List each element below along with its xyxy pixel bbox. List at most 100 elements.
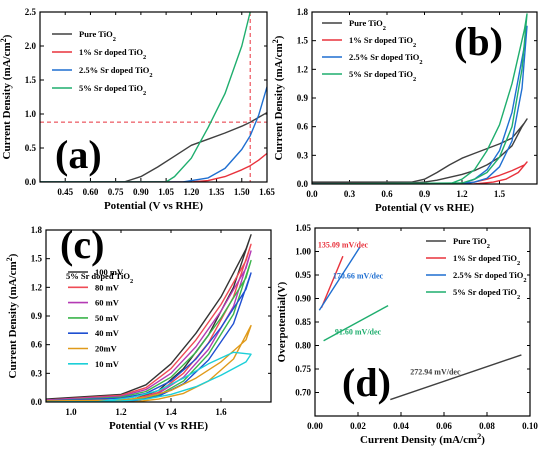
legend-label: 2.5% Sr doped TiO2 — [349, 52, 423, 66]
y-tick-label: 2.0 — [25, 41, 37, 51]
x-tick-label: 1.20 — [183, 187, 199, 197]
x-tick-label: 0.06 — [436, 421, 452, 431]
series-line-7 — [46, 351, 252, 402]
y-tick-label: 0.5 — [25, 143, 37, 153]
y-tick-label: 0.90 — [295, 294, 311, 304]
panel-letter: (d) — [342, 360, 391, 405]
y-tick-label: 1.2 — [297, 64, 309, 74]
y-tick-label: 0.3 — [31, 368, 43, 378]
plot-frame — [45, 229, 272, 403]
slope-annotation: 135.09 mV/dec — [318, 241, 369, 250]
x-axis-label: Potential (V vs RHE) — [109, 420, 208, 432]
y-axis-label: Current Density (mA/cm2) — [5, 253, 20, 378]
y-tick-label: 1.0 — [25, 109, 37, 119]
legend-label: 5% Sr doped TiO2 — [79, 83, 146, 97]
panel-letter: (b) — [454, 19, 503, 64]
x-tick-label: 0.0 — [306, 189, 318, 199]
series-line-4 — [312, 13, 528, 184]
y-tick-label: 0.0 — [31, 397, 43, 407]
series-line-1 — [390, 354, 522, 401]
legend-label: 50 mV — [95, 313, 120, 323]
x-tick-label: 0.00 — [307, 421, 323, 431]
y-tick-label: 1.00 — [295, 247, 311, 257]
legend-label: 1% Sr doped TiO2 — [349, 35, 416, 49]
legend-label: 5% Sr doped TiO2 — [453, 287, 520, 301]
x-tick-label: 1.6 — [215, 407, 227, 417]
x-tick-label: 1.50 — [234, 187, 250, 197]
y-tick-label: 1.5 — [297, 36, 309, 46]
series-line-6 — [46, 324, 252, 402]
y-tick-label: 0.70 — [295, 388, 311, 398]
chart-panel-1: 0.45 0.60 0.75 0.90 1.05 1.20 1.35 1.50 1.65 0.0 0… — [0, 7, 275, 212]
legend-label: 100 mV — [95, 267, 124, 277]
x-tick-label: 0.10 — [522, 421, 538, 431]
x-tick-label: 1.4 — [165, 407, 177, 417]
legend-label: 20mV — [95, 344, 118, 354]
legend-label: Pure TiO2 — [349, 18, 386, 32]
y-tick-label: 1.5 — [25, 75, 37, 85]
x-tick-label: 0.9 — [419, 189, 431, 199]
y-axis-label: Current Density (mA/cm2) — [0, 34, 13, 159]
y-tick-label: 2.5 — [25, 7, 37, 17]
series-line-3 — [40, 86, 267, 182]
x-tick-label: 0.45 — [57, 187, 73, 197]
series-line-4 — [323, 304, 389, 342]
y-axis-label: Overpotential(V) — [276, 281, 288, 362]
plot-frame — [314, 227, 531, 417]
y-tick-label: 0.6 — [31, 340, 43, 350]
x-tick-label: 0.90 — [133, 187, 149, 197]
x-tick-label: 1.2 — [456, 189, 468, 199]
legend-label: 5% Sr doped TiO2 — [349, 69, 416, 83]
legend-label: 2.5% Sr doped TiO2 — [79, 65, 153, 79]
y-tick-label: 1.8 — [297, 7, 309, 17]
x-tick-label: 1.5 — [494, 189, 506, 199]
y-axis-label: Current Density (mA/cm2) — [271, 35, 286, 160]
x-tick-label: 1.2 — [115, 407, 127, 417]
panel-letter: (a) — [55, 132, 102, 177]
y-tick-label: 0.9 — [297, 93, 309, 103]
x-tick-label: 0.08 — [479, 421, 495, 431]
x-axis-label: Potential (V vs RHE) — [104, 200, 203, 212]
y-tick-label: 1.5 — [31, 254, 43, 264]
panel-letter: (c) — [60, 222, 104, 267]
y-tick-label: 0.3 — [297, 150, 309, 160]
series-line-3 — [312, 25, 528, 184]
x-tick-label: 0.02 — [350, 421, 366, 431]
y-tick-label: 1.8 — [31, 225, 43, 235]
series-line-1 — [312, 118, 528, 184]
y-tick-label: 0.75 — [295, 364, 311, 374]
x-tick-label: 0.3 — [344, 189, 356, 199]
x-tick-label: 1.05 — [158, 187, 174, 197]
legend-label: Pure TiO2 — [453, 236, 490, 250]
y-tick-label: 0.6 — [297, 122, 309, 132]
legend-label: 1% Sr doped TiO2 — [453, 253, 520, 267]
chart-panel-2: 0.0 0.3 0.6 0.9 1.2 1.5 0.0 0.3 0.6 0.9 1.2 1.5 1.8 P… — [271, 7, 538, 214]
y-tick-label: 0.85 — [295, 317, 311, 327]
y-tick-label: 0.0 — [297, 179, 309, 189]
chart-panel-3: 1.0 1.2 1.4 1.6 0.0 0.3 0.6 0.9 1.2 1.5 1.8 Potenti… — [5, 222, 272, 432]
series-line-4 — [46, 259, 252, 402]
series-line-4 — [40, 12, 251, 182]
slope-annotation: 272.94 mV/dec — [410, 368, 461, 377]
chart-panel-4: 0.00 0.02 0.04 0.06 0.08 0.10 0.70 0.75 0.80 0.85… — [276, 223, 538, 446]
series-line-2 — [320, 255, 344, 309]
slope-annotation: 170.66 mV/dec — [333, 271, 384, 280]
y-tick-label: 0.95 — [295, 270, 311, 280]
slope-annotation: 91.60 mV/dec — [335, 328, 382, 337]
x-tick-label: 0.60 — [83, 187, 99, 197]
series-line-3 — [318, 246, 361, 311]
plot-frame — [39, 11, 268, 183]
y-tick-label: 0.80 — [295, 341, 311, 351]
y-tick-label: 0.0 — [25, 177, 37, 187]
legend-label: 80 mV — [95, 282, 120, 292]
x-tick-label: 1.35 — [209, 187, 225, 197]
plot-frame — [311, 11, 538, 185]
y-tick-label: 1.2 — [31, 282, 43, 292]
y-tick-label: 0.9 — [31, 311, 43, 321]
x-tick-label: 0.04 — [393, 421, 409, 431]
legend-label: 10 mV — [95, 359, 120, 369]
x-tick-label: 0.6 — [381, 189, 393, 199]
legend-label: 2.5% Sr doped TiO2 — [453, 270, 527, 284]
legend-label: Pure TiO2 — [79, 29, 116, 43]
